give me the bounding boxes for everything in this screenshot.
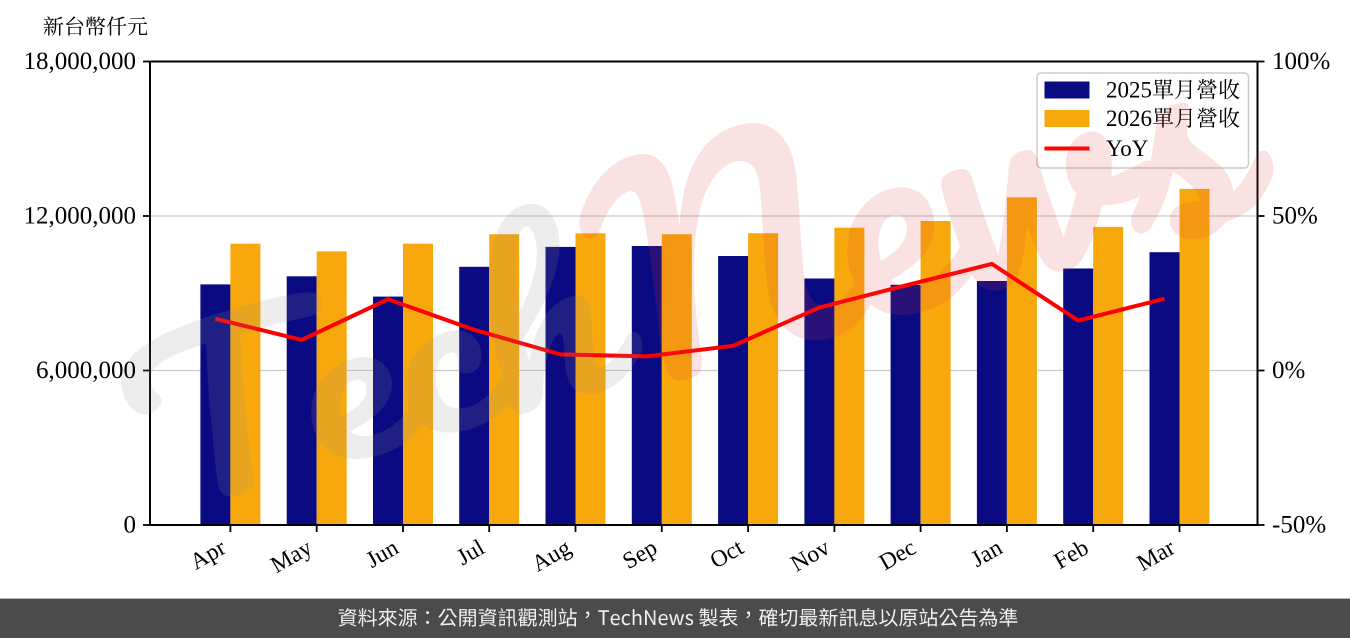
svg-text:2025: 2025 [1106,78,1152,103]
svg-text:50%: 50% [1272,203,1318,230]
svg-text:YoY: YoY [1106,136,1149,161]
svg-text:12,000,000: 12,000,000 [24,203,137,230]
svg-text:18,000,000: 18,000,000 [24,48,137,75]
svg-text:0: 0 [124,512,137,539]
svg-text:6,000,000: 6,000,000 [36,357,136,384]
svg-text:2026: 2026 [1106,106,1152,131]
svg-text:0%: 0% [1272,357,1305,384]
svg-text:100%: 100% [1272,48,1330,75]
svg-text:-50%: -50% [1272,512,1326,539]
